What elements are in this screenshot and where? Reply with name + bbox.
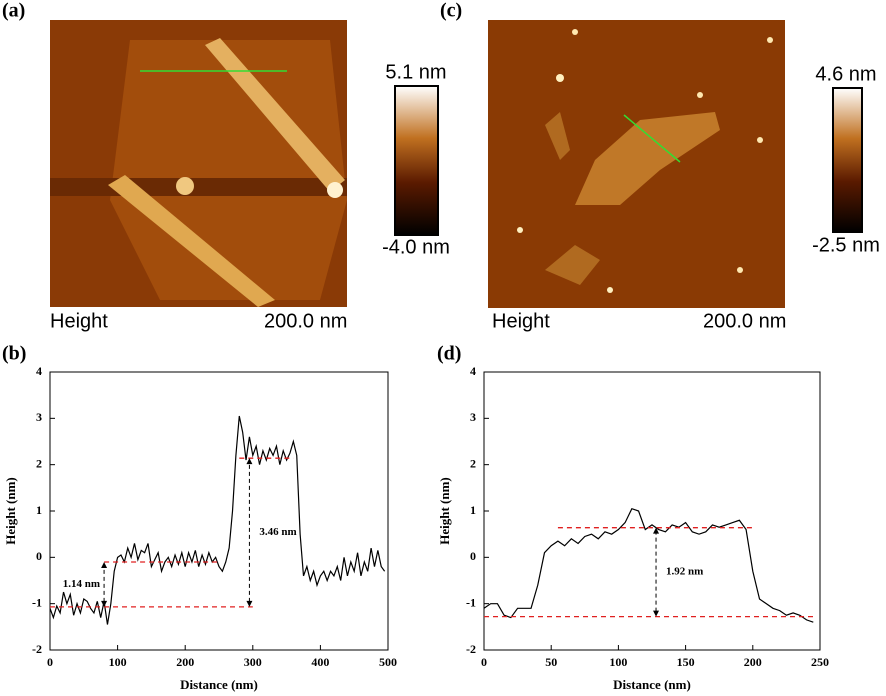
x-tick-label: 200 [176, 655, 194, 669]
colorbar-max: 4.6 nm [815, 63, 876, 85]
afm-image-a [50, 20, 347, 307]
x-axis-label: Distance (nm) [613, 677, 691, 692]
y-axis-label: Height (nm) [437, 477, 452, 545]
arrow-head [246, 600, 253, 607]
annotation: 1.92 nm [666, 566, 703, 578]
x-tick-label: 250 [811, 655, 829, 669]
y-tick-label: 0 [36, 549, 42, 563]
y-axis-label: Height (nm) [3, 477, 18, 545]
y-tick-label: 3 [470, 410, 476, 424]
x-tick-label: 200 [744, 655, 762, 669]
data-line [49, 415, 386, 625]
y-tick-label: 4 [36, 364, 42, 378]
colorbar-max: 5.1 nm [385, 61, 446, 83]
afm-image-c [488, 20, 785, 308]
channel-label: Height [50, 310, 108, 332]
x-tick-label: 0 [47, 655, 53, 669]
x-tick-label: 0 [481, 655, 487, 669]
y-tick-label: -2 [32, 642, 42, 656]
x-tick-label: 500 [379, 655, 397, 669]
y-tick-label: 0 [470, 549, 476, 563]
scale-label: 200.0 nm [264, 310, 347, 332]
y-tick-label: 2 [470, 456, 476, 470]
x-tick-label: 50 [545, 655, 557, 669]
scale-label: 200.0 nm [703, 310, 786, 332]
arrow-head [101, 600, 108, 607]
y-tick-label: -2 [466, 642, 476, 656]
x-tick-label: 150 [677, 655, 695, 669]
y-tick-label: 2 [36, 456, 42, 470]
plot-frame [49, 371, 389, 651]
panel-label: (d) [437, 343, 461, 365]
x-tick-label: 400 [311, 655, 329, 669]
x-tick-label: 300 [244, 655, 262, 669]
colorbar-min: -2.5 nm [812, 234, 880, 256]
colorbar [832, 87, 863, 233]
plot-frame [483, 371, 821, 651]
y-tick-label: -1 [466, 595, 476, 609]
annotation: 3.46 nm [259, 526, 296, 538]
colorbar-min: -4.0 nm [382, 236, 450, 258]
y-tick-label: 1 [36, 503, 42, 517]
colorbar [394, 85, 439, 236]
arrow-head [101, 561, 108, 568]
channel-label: Height [492, 310, 550, 332]
data-line [483, 507, 814, 623]
arrow-head [246, 458, 253, 465]
y-tick-label: 1 [470, 503, 476, 517]
panel-label: (b) [2, 343, 26, 365]
annotation: 1.14 nm [63, 578, 100, 590]
panel-label: (a) [2, 0, 25, 22]
arrow-head [653, 527, 660, 534]
y-tick-label: 4 [470, 364, 476, 378]
y-tick-label: 3 [36, 410, 42, 424]
x-tick-label: 100 [109, 655, 127, 669]
x-tick-label: 100 [609, 655, 627, 669]
panel-label: (c) [440, 0, 462, 22]
arrow-head [653, 610, 660, 617]
x-axis-label: Distance (nm) [180, 677, 258, 692]
y-tick-label: -1 [32, 595, 42, 609]
